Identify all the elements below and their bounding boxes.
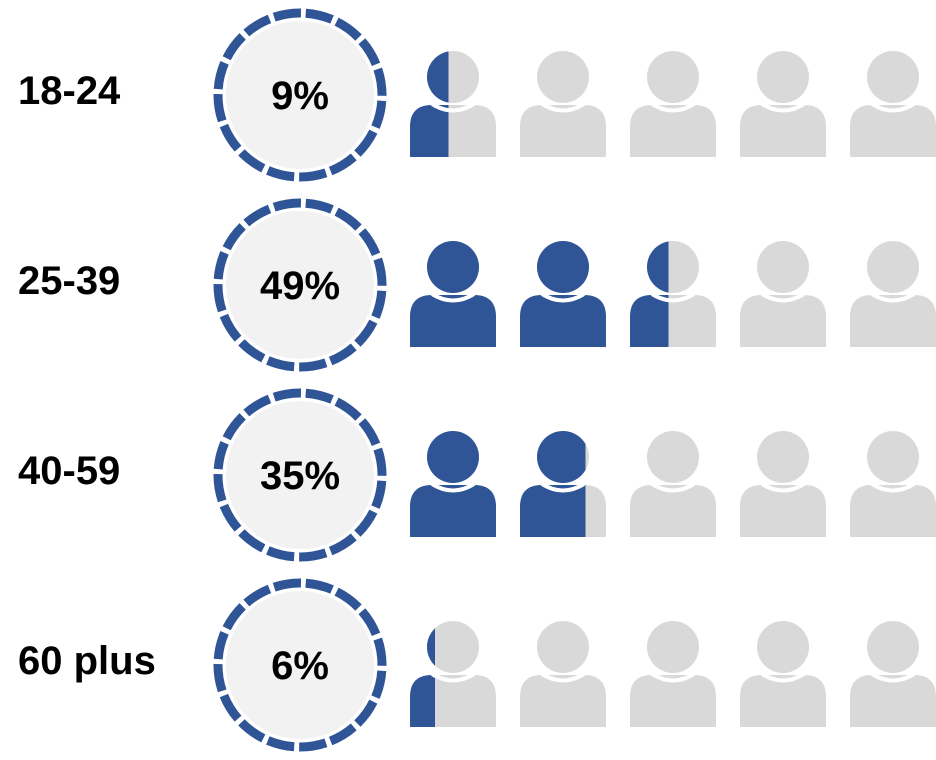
value-ring: 6%	[213, 578, 387, 752]
person-icon	[410, 51, 496, 157]
ring-segments	[213, 8, 387, 182]
ring-segments	[213, 198, 387, 372]
row-18-24: 18-24 9%	[0, 5, 936, 182]
person-icon	[630, 431, 716, 537]
person-icon	[410, 431, 496, 537]
person-icon	[410, 621, 496, 727]
category-label: 40-59	[18, 449, 121, 493]
person-icon	[520, 241, 606, 347]
value-label: 9%	[271, 74, 329, 118]
person-icon	[410, 241, 496, 347]
person-icon	[740, 241, 826, 347]
category-label: 60 plus	[18, 639, 156, 683]
person-icon	[740, 621, 826, 727]
person-icon	[630, 241, 716, 347]
value-label: 6%	[271, 644, 329, 688]
person-icon	[740, 431, 826, 537]
value-ring: 35%	[213, 388, 387, 562]
person-icon	[850, 621, 936, 727]
ring-center	[226, 211, 374, 359]
person-icon	[850, 241, 936, 347]
value-ring: 49%	[213, 198, 387, 372]
ring-center	[226, 591, 374, 739]
person-icon	[630, 51, 716, 157]
row-60-plus: 60 plus 6%	[0, 575, 936, 752]
row-40-59: 40-59 35%	[0, 385, 936, 562]
person-icon	[850, 51, 936, 157]
ring-center	[226, 401, 374, 549]
value-label: 35%	[260, 454, 340, 498]
person-icon	[520, 51, 606, 157]
person-icon	[520, 431, 606, 537]
person-icon	[630, 621, 716, 727]
ring-segments	[213, 388, 387, 562]
person-icon	[740, 51, 826, 157]
category-label: 25-39	[18, 259, 121, 303]
person-icon	[850, 431, 936, 537]
row-25-39: 25-39 49%	[0, 195, 936, 372]
category-label: 18-24	[18, 69, 121, 113]
ring-center	[226, 21, 374, 169]
value-label: 49%	[260, 264, 340, 308]
ring-segments	[213, 578, 387, 752]
value-ring: 9%	[213, 8, 387, 182]
person-icon	[520, 621, 606, 727]
